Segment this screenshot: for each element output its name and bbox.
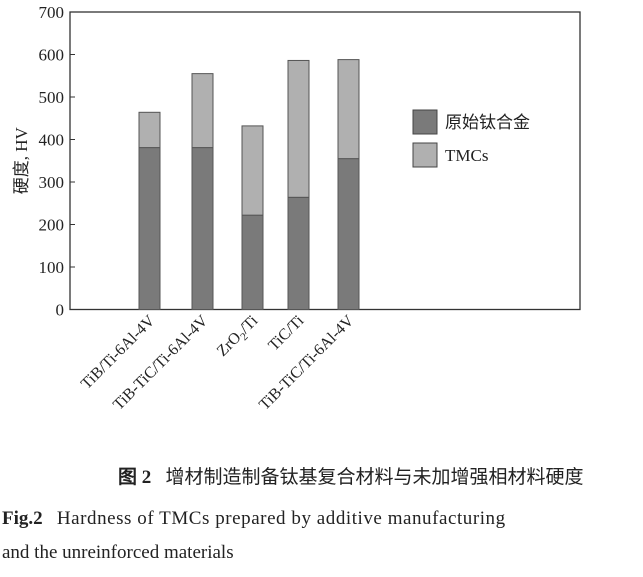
x-tick-label-part: TiC/Ti — [265, 312, 307, 354]
legend-swatch — [412, 109, 438, 135]
legend-swatch — [412, 142, 438, 168]
caption-chinese: 图 2 增材制造制备钛基复合材料与未加增强相材料硬度 — [118, 462, 584, 489]
caption-cn-text: 增材制造制备钛基复合材料与未加增强相材料硬度 — [165, 467, 584, 488]
x-tick-label: TiC/Ti — [265, 312, 307, 354]
y-tick-label: 400 — [39, 131, 65, 150]
legend-label: 原始钛合金 — [445, 113, 530, 132]
y-tick-label: 500 — [39, 88, 65, 107]
x-tick-label: TiB-TiC/Ti-6Al-4V — [110, 312, 212, 414]
plot-frame — [69, 11, 581, 311]
x-tick-label: ZrO2/Ti — [214, 312, 264, 362]
bar-base-alloy-3 — [241, 214, 264, 310]
bar-tmcs-2 — [191, 73, 214, 149]
x-tick-label: TiB-TiC/Ti-6Al-4V — [256, 312, 358, 414]
caption-english-line1: Fig.2 Hardness of TMCs prepared by addit… — [2, 508, 506, 530]
y-tick-label: 700 — [39, 3, 65, 22]
y-tick-label: 100 — [39, 258, 65, 277]
caption-en-text1: Hardness of TMCs prepared by additive ma… — [56, 508, 506, 529]
y-tick-label: 300 — [39, 173, 65, 192]
y-tick-label: 200 — [39, 216, 65, 235]
bar-base-alloy-5 — [337, 158, 360, 310]
x-tick-label-part: TiB-TiC/Ti-6Al-4V — [110, 312, 212, 414]
bar-base-alloy-2 — [191, 147, 214, 310]
y-axis-label: 硬度, HV — [12, 127, 31, 195]
caption-english-line2: and the unreinforced materials — [2, 542, 234, 563]
bar-base-alloy-4 — [287, 196, 310, 310]
x-tick-label-part: TiB-TiC/Ti-6Al-4V — [256, 312, 358, 414]
bar-tmcs-5 — [337, 59, 360, 160]
bar-tmcs-4 — [287, 59, 310, 198]
y-tick-label: 600 — [39, 46, 65, 65]
caption-cn-label: 图 2 — [118, 467, 152, 488]
bar-tmcs-1 — [138, 111, 161, 149]
y-tick-label: 0 — [56, 301, 65, 320]
bar-base-alloy-1 — [138, 147, 161, 310]
bar-tmcs-3 — [241, 125, 264, 216]
legend-label: TMCs — [445, 146, 488, 165]
caption-en-label: Fig.2 — [2, 508, 43, 529]
